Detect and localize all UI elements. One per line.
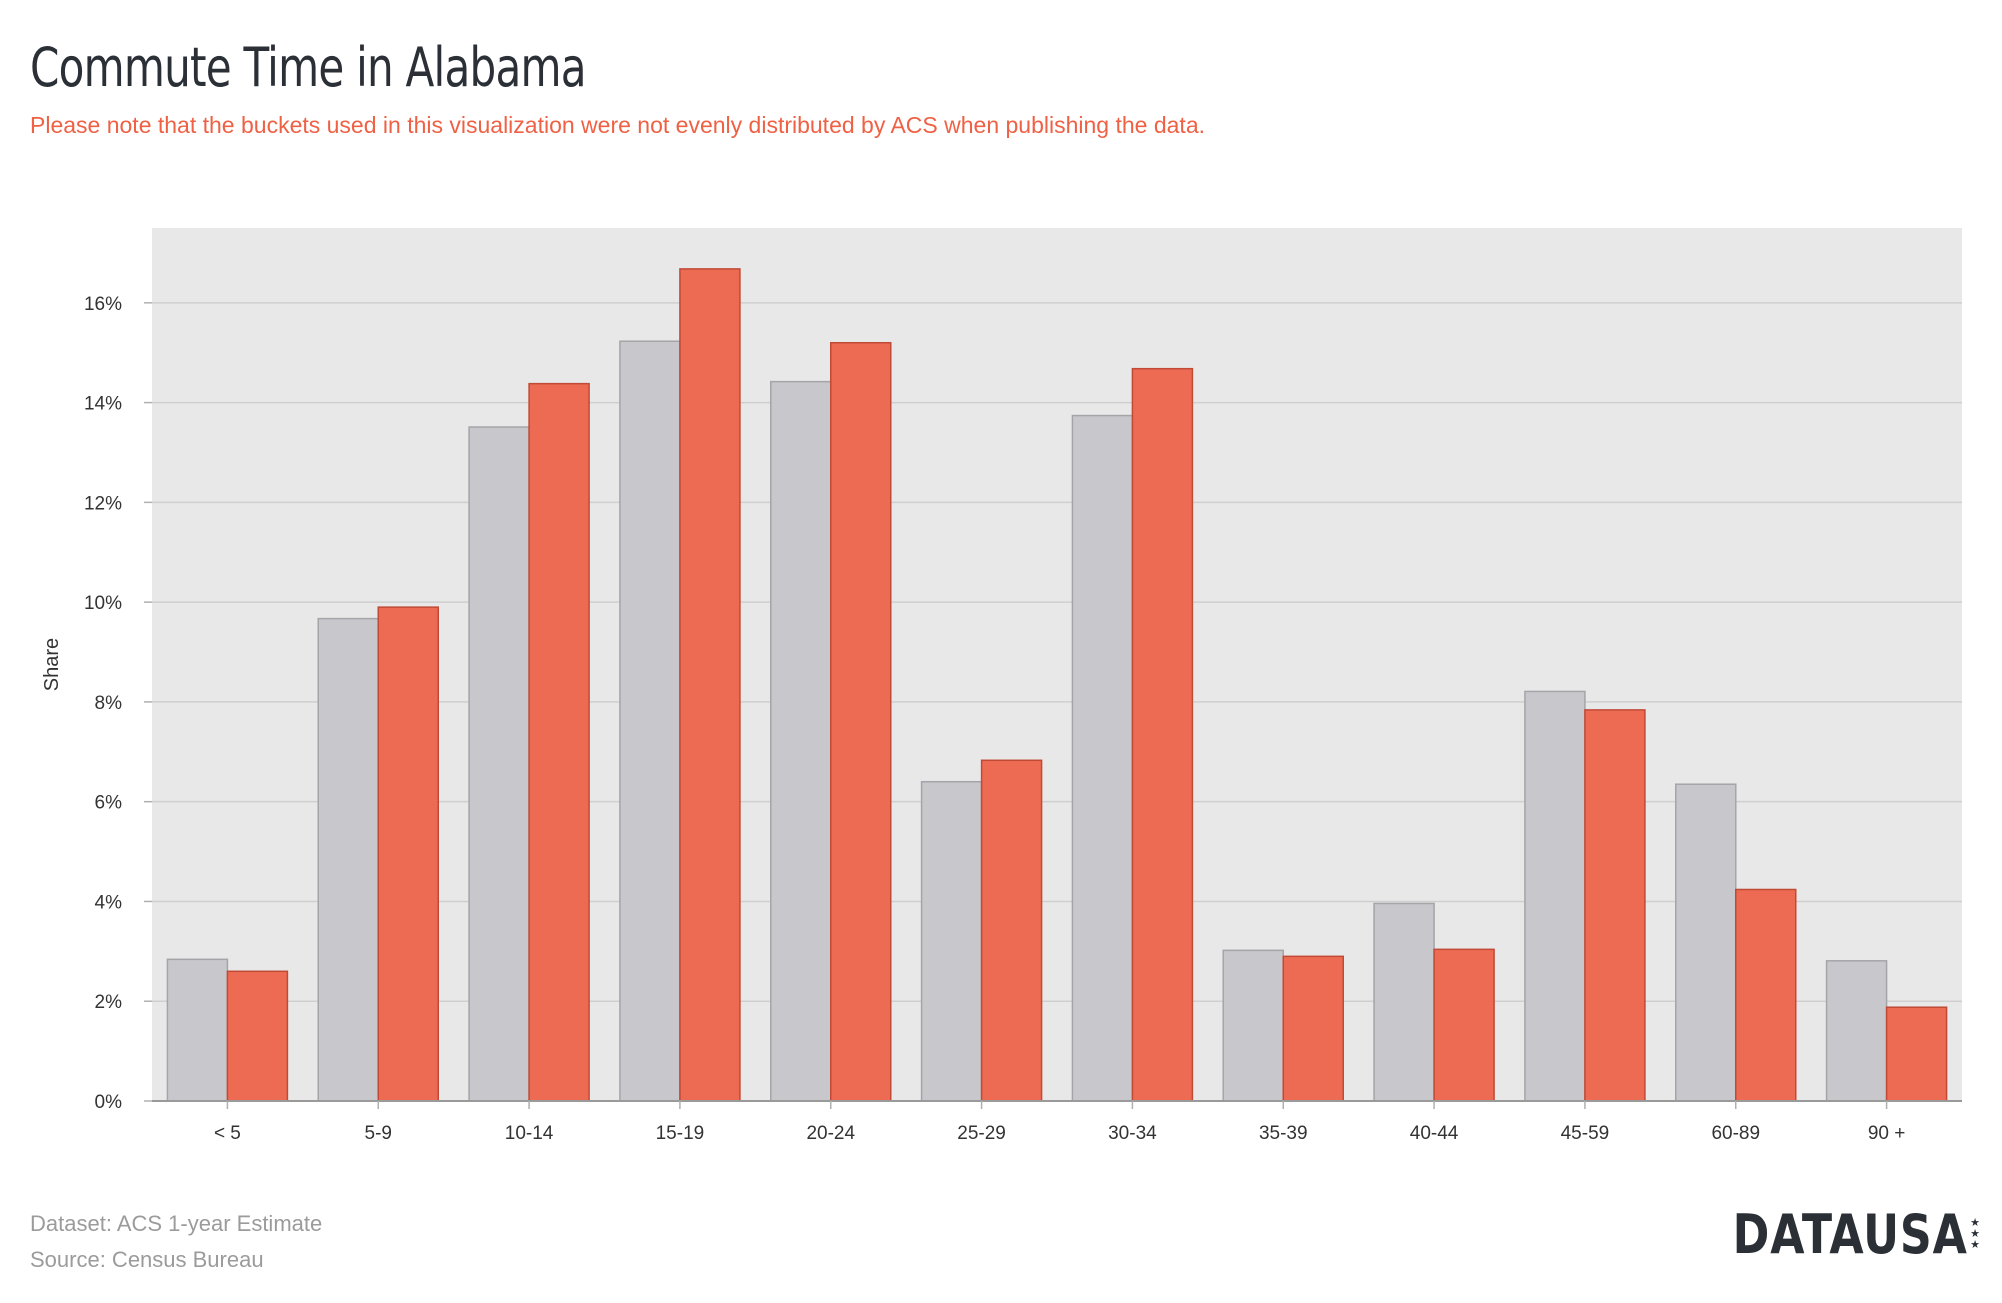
x-tick-label: 5-9 — [365, 1123, 392, 1144]
y-tick-label: 12% — [84, 493, 122, 514]
y-tick-label: 4% — [95, 892, 123, 913]
chart-subtitle: Please note that the buckets used in thi… — [30, 112, 1205, 138]
bar-series-2[interactable] — [679, 268, 741, 1102]
bar-series-2[interactable] — [528, 382, 590, 1102]
y-tick-label: 2% — [95, 992, 123, 1013]
bar-series-2[interactable] — [1433, 948, 1495, 1102]
x-tick-label: 45-59 — [1561, 1123, 1610, 1144]
y-tick-label: 8% — [95, 693, 123, 714]
chart-title: Commute Time in Alabama — [30, 36, 587, 99]
bar-series-2[interactable] — [1735, 888, 1797, 1102]
x-tick-label: 20-24 — [806, 1123, 855, 1144]
x-tick-label: 60-89 — [1711, 1123, 1760, 1144]
bar-series-1[interactable] — [1222, 949, 1284, 1102]
x-tick-label: < 5 — [214, 1123, 241, 1144]
bar-series-2[interactable] — [980, 759, 1043, 1102]
bar-series-2[interactable] — [1282, 955, 1344, 1102]
grid-lines — [152, 302, 1962, 1002]
x-tick-label: 15-19 — [656, 1123, 705, 1144]
bar-series-1[interactable] — [468, 426, 530, 1102]
y-tick-label: 14% — [84, 394, 122, 415]
plot-background — [152, 228, 1962, 1101]
x-tick-label: 90 + — [1868, 1123, 1906, 1144]
bar-series-1[interactable] — [1675, 783, 1737, 1102]
x-tick-label: 35-39 — [1259, 1123, 1308, 1144]
star-icon: ★ ★ ★ — [1970, 1216, 1980, 1251]
x-tick-label: 30-34 — [1108, 1123, 1157, 1144]
source-note: Source: Census Bureau — [30, 1247, 264, 1272]
bar-series-1[interactable] — [317, 617, 379, 1102]
y-tick-label: 10% — [84, 593, 122, 614]
dataset-note: Dataset: ACS 1-year Estimate — [30, 1211, 323, 1236]
bar-series-1[interactable] — [619, 340, 681, 1102]
bars — [166, 268, 1948, 1102]
bar-series-1[interactable] — [1825, 960, 1888, 1102]
datausa-logo[interactable]: DATAUSA ★ ★ ★ — [1681, 1202, 1980, 1266]
y-tick-label: 16% — [84, 294, 122, 315]
bar-series-2[interactable] — [830, 341, 892, 1102]
bar-series-1[interactable] — [1524, 690, 1586, 1102]
bar-series-2[interactable] — [1885, 1006, 1948, 1102]
y-axis-ticks: 0% 2% 4% 6% 8% 10% 12% 14% 16% — [84, 294, 152, 1113]
bar-series-2[interactable] — [226, 970, 289, 1102]
bar-series-2[interactable] — [377, 606, 439, 1102]
x-tick-label: 10-14 — [505, 1123, 554, 1144]
bar-series-2[interactable] — [1131, 367, 1194, 1102]
bar-series-1[interactable] — [920, 780, 983, 1102]
y-tick-label: 6% — [95, 793, 123, 814]
bar-series-2[interactable] — [1584, 709, 1646, 1102]
x-tick-label: 25-29 — [957, 1123, 1006, 1144]
logo-text: DATAUSA — [1733, 1202, 1969, 1266]
x-tick-label: 40-44 — [1410, 1123, 1459, 1144]
bar-series-1[interactable] — [166, 958, 229, 1102]
y-axis-label: Share — [41, 638, 63, 691]
y-tick-label: 0% — [95, 1092, 123, 1113]
bar-series-1[interactable] — [1071, 414, 1134, 1102]
x-axis-ticks: < 5 5-9 10-14 15-19 20-24 25-29 30-34 35-39 40-4… — [214, 1101, 1905, 1144]
bar-series-1[interactable] — [770, 380, 832, 1102]
bar-series-1[interactable] — [1373, 902, 1435, 1102]
